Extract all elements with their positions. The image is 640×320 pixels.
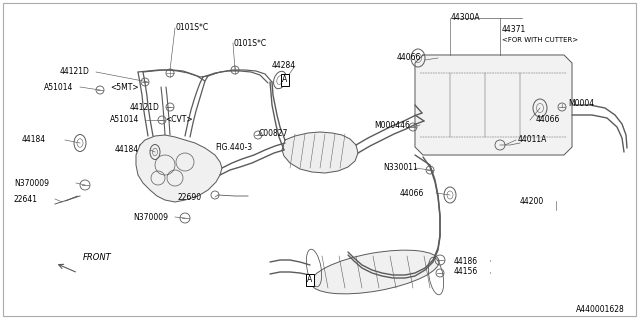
Text: 44066: 44066 — [536, 116, 561, 124]
Text: 44156: 44156 — [454, 268, 478, 276]
Polygon shape — [136, 135, 222, 202]
Text: A: A — [282, 76, 287, 84]
Text: 44284: 44284 — [272, 61, 296, 70]
Text: 44184: 44184 — [115, 146, 139, 155]
Text: 44200: 44200 — [520, 196, 544, 205]
Text: 44066: 44066 — [397, 53, 421, 62]
Text: 44186: 44186 — [454, 257, 478, 266]
Text: A51014: A51014 — [110, 116, 140, 124]
Polygon shape — [415, 55, 572, 155]
Polygon shape — [282, 132, 358, 173]
Text: 44011A: 44011A — [518, 135, 547, 145]
Text: 44300A: 44300A — [451, 13, 481, 22]
Text: 22641: 22641 — [14, 195, 38, 204]
Text: FIG.440-3: FIG.440-3 — [215, 143, 252, 153]
Text: FRONT: FRONT — [83, 253, 112, 262]
Text: A51014: A51014 — [44, 83, 74, 92]
Text: 44066: 44066 — [400, 188, 424, 197]
Text: M000446: M000446 — [374, 121, 410, 130]
Text: M0004: M0004 — [568, 100, 594, 108]
Text: 0101S*C: 0101S*C — [175, 23, 208, 33]
Text: 44121D: 44121D — [60, 68, 90, 76]
Ellipse shape — [311, 250, 439, 294]
Text: N370009: N370009 — [133, 212, 168, 221]
Text: 44371: 44371 — [502, 25, 526, 34]
Text: N370009: N370009 — [14, 179, 49, 188]
Text: 44184: 44184 — [22, 135, 46, 145]
Text: <CVT>: <CVT> — [165, 116, 193, 124]
Text: 22690: 22690 — [178, 193, 202, 202]
Text: 44121D: 44121D — [130, 102, 160, 111]
Text: <5MT>: <5MT> — [110, 83, 139, 92]
Text: 0101S*C: 0101S*C — [233, 38, 266, 47]
Text: C00827: C00827 — [259, 129, 289, 138]
Text: A: A — [307, 276, 312, 284]
Text: N330011: N330011 — [383, 164, 418, 172]
Text: A440001628: A440001628 — [576, 305, 625, 314]
Text: <FOR WITH CUTTER>: <FOR WITH CUTTER> — [502, 37, 578, 43]
